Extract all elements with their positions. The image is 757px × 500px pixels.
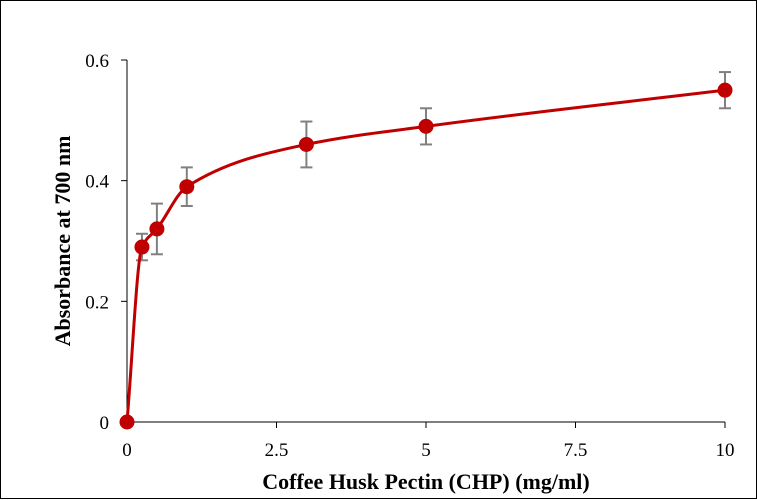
data-point	[119, 414, 135, 430]
data-points	[119, 82, 733, 430]
x-axis-title: Coffee Husk Pectin (CHP) (mg/ml)	[262, 469, 589, 494]
y-tick-label: 0.4	[85, 172, 109, 193]
data-point	[717, 82, 733, 98]
data-point	[179, 179, 195, 195]
y-tick-label: 0	[100, 413, 110, 434]
x-tick-label: 7.5	[564, 440, 588, 461]
x-tick-label: 0	[122, 440, 132, 461]
data-point	[418, 118, 434, 134]
axes: 0 0.2 0.4 0.6 0 2.5 5 7.5 10	[85, 51, 734, 461]
y-axis-title: Absorbance at 700 nm	[50, 136, 75, 347]
y-tick-label: 0.6	[85, 51, 109, 72]
x-tick-label: 5	[421, 440, 431, 461]
data-point	[149, 221, 165, 237]
y-tick-label: 0.2	[85, 292, 109, 313]
data-point	[298, 136, 314, 152]
x-tick-label: 10	[716, 440, 735, 461]
data-point	[134, 239, 150, 255]
x-tick-label: 2.5	[265, 440, 289, 461]
